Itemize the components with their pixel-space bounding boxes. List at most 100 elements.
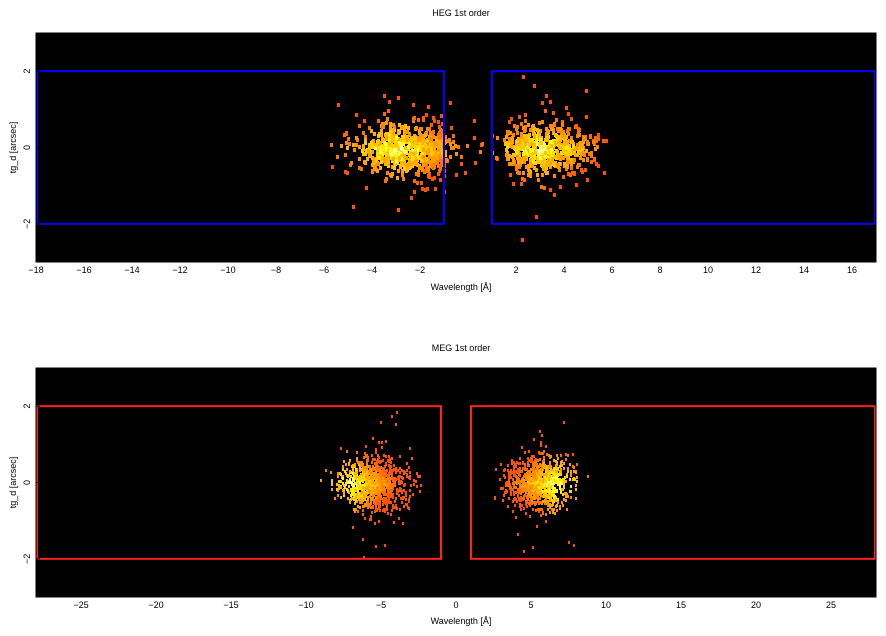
event-pixel (551, 157, 554, 161)
event-pixel (539, 138, 542, 142)
event-pixel (421, 187, 424, 191)
event-pixel (570, 496, 572, 499)
event-pixel (382, 503, 384, 506)
event-pixel (376, 508, 378, 511)
event-pixel (550, 486, 552, 489)
event-pixel (563, 479, 565, 482)
event-pixel (566, 493, 568, 496)
event-pixel (390, 513, 392, 516)
event-pixel (412, 493, 414, 496)
event-pixel (374, 510, 376, 513)
event-pixel (521, 488, 523, 491)
event-pixel (506, 481, 508, 484)
event-pixel (379, 494, 381, 497)
event-pixel (542, 452, 544, 455)
event-pixel (563, 467, 565, 470)
event-pixel (408, 500, 410, 503)
event-pixel (526, 139, 529, 143)
event-pixel (384, 488, 386, 491)
event-pixel (527, 173, 530, 177)
event-pixel (532, 151, 535, 155)
event-pixel (421, 168, 424, 172)
event-pixel (421, 152, 424, 156)
event-pixel (407, 126, 410, 130)
event-pixel (342, 477, 344, 480)
event-pixel (508, 481, 510, 484)
event-pixel (399, 482, 401, 485)
event-pixel (360, 468, 362, 471)
event-pixel (404, 125, 407, 129)
event-pixel (545, 94, 548, 98)
event-pixel (576, 463, 578, 466)
event-pixel (357, 461, 359, 464)
event-pixel (379, 472, 381, 475)
event-pixel (398, 517, 400, 520)
event-pixel (584, 168, 587, 172)
event-pixel (529, 161, 532, 165)
event-pixel (386, 474, 388, 477)
event-pixel (344, 153, 347, 157)
event-pixel (439, 151, 442, 155)
event-pixel (541, 160, 544, 164)
event-pixel (391, 471, 393, 474)
event-pixel (397, 131, 400, 135)
event-pixel (557, 478, 559, 481)
event-pixel (439, 178, 442, 182)
event-pixel (542, 166, 545, 170)
x-tick-label: −10 (298, 600, 313, 610)
event-pixel (524, 494, 526, 497)
event-pixel (345, 483, 347, 486)
event-pixel (363, 456, 365, 459)
event-pixel (382, 499, 384, 502)
event-pixel (397, 153, 400, 157)
event-pixel (387, 495, 389, 498)
event-pixel (413, 483, 415, 486)
event-pixel (377, 139, 380, 143)
event-pixel (439, 156, 442, 160)
event-pixel (550, 147, 553, 151)
event-pixel (431, 177, 434, 181)
event-pixel (413, 159, 416, 163)
event-pixel (437, 148, 440, 152)
event-pixel (578, 163, 581, 167)
event-pixel (379, 489, 381, 492)
event-pixel (513, 472, 515, 475)
event-pixel (368, 126, 371, 130)
event-pixel (530, 468, 532, 471)
event-pixel (372, 489, 374, 492)
event-pixel (576, 134, 579, 138)
event-pixel (518, 115, 521, 119)
event-pixel (362, 470, 364, 473)
event-pixel (395, 423, 397, 426)
event-pixel (376, 491, 378, 494)
event-pixel (560, 490, 562, 493)
event-pixel (384, 475, 386, 478)
event-pixel (520, 122, 523, 126)
event-pixel (397, 169, 400, 173)
event-pixel (350, 498, 352, 501)
event-pixel (530, 460, 532, 463)
event-pixel (521, 504, 523, 507)
event-pixel (595, 162, 598, 166)
event-pixel (383, 497, 385, 500)
event-pixel (571, 171, 574, 175)
event-pixel (529, 174, 532, 178)
event-pixel (418, 146, 421, 150)
event-pixel (402, 142, 405, 146)
event-pixel (349, 501, 351, 504)
event-pixel (530, 497, 532, 500)
event-pixel (590, 151, 593, 155)
event-pixel (418, 156, 421, 160)
event-pixel (559, 478, 561, 481)
event-pixel (388, 475, 390, 478)
event-pixel (366, 503, 368, 506)
event-pixel (594, 136, 597, 140)
event-pixel (393, 125, 396, 129)
event-pixel (382, 477, 384, 480)
event-pixel (369, 504, 371, 507)
event-pixel (432, 159, 435, 163)
event-pixel (558, 140, 561, 144)
event-pixel (425, 157, 428, 161)
event-pixel (372, 495, 374, 498)
